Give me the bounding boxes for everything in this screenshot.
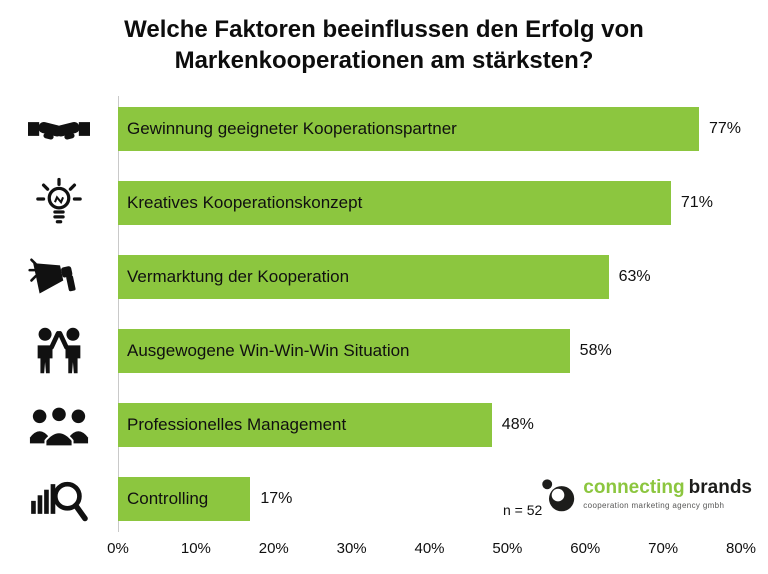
x-axis-tick-label: 50% <box>492 540 523 557</box>
x-axis-tick-label: 0% <box>107 540 129 557</box>
plot-area: Vermarktung der Kooperation 63% <box>118 240 741 314</box>
logo-mark-icon <box>540 478 576 514</box>
bar: Controlling <box>118 477 251 521</box>
x-axis-tick-label: 80% <box>725 540 757 557</box>
bar-label: Gewinnung geeigneter Kooperationspartner <box>127 119 457 138</box>
logo-brand-part1: connecting <box>583 477 685 498</box>
handshake-icon <box>28 103 90 155</box>
logo-brand-part2: brands <box>688 477 752 498</box>
megaphone-icon <box>28 251 90 303</box>
bar-value-label: 58% <box>579 342 612 359</box>
x-axis-tick-label: 40% <box>414 540 445 557</box>
chart-title: Welche Faktoren beeinflussen den Erfolg … <box>0 14 768 76</box>
chart-title-line1: Welche Faktoren beeinflussen den Erfolg … <box>124 16 644 43</box>
team-icon <box>28 399 90 451</box>
x-axis-tick-label: 30% <box>336 540 367 557</box>
bar-label: Ausgewogene Win-Win-Win Situation <box>127 341 410 360</box>
row-icon-cell <box>0 177 118 229</box>
plot-area: Professionelles Management 48% <box>118 388 741 462</box>
sample-size-note: n = 52 <box>503 502 543 518</box>
logo-subtitle: cooperation marketing agency gmbh <box>583 500 725 510</box>
plot-area: Ausgewogene Win-Win-Win Situation 58% <box>118 314 741 388</box>
chart-title-line2: Markenkooperationen am stärksten? <box>174 47 594 75</box>
logo-text: connecting brands cooperation marketing a… <box>583 478 752 510</box>
bar-label: Professionelles Management <box>127 415 347 434</box>
bar-label: Vermarktung der Kooperation <box>127 267 350 286</box>
chart-row: Professionelles Management 48% <box>0 388 741 462</box>
x-axis-tick-label: 70% <box>648 540 679 557</box>
x-axis-tick-label: 10% <box>180 540 211 557</box>
y-axis-line <box>118 96 119 532</box>
bar: Kreatives Kooperationskonzept <box>118 181 671 225</box>
x-axis-tick-label: 20% <box>258 540 289 557</box>
logo-brand-name: connecting brands <box>583 478 752 498</box>
bar-value-label: 77% <box>708 120 741 137</box>
chart-row: Vermarktung der Kooperation 63% <box>0 240 741 314</box>
row-icon-cell <box>0 473 118 525</box>
bar-label: Kreatives Kooperationskonzept <box>127 193 363 212</box>
bar-value-label: 48% <box>501 416 534 433</box>
bar: Gewinnung geeigneter Kooperationspartner <box>118 107 699 151</box>
bar-value-label: 17% <box>260 490 293 507</box>
row-icon-cell <box>0 251 118 303</box>
bar-value-label: 63% <box>618 268 651 285</box>
bar-value-label: 71% <box>680 194 713 211</box>
row-icon-cell <box>0 399 118 451</box>
bar-rows: Gewinnung geeigneter Kooperationspartner… <box>0 92 741 536</box>
highfive-icon <box>28 325 90 377</box>
chart-row: Controlling 17% <box>0 462 741 536</box>
bar-label: Controlling <box>127 489 209 508</box>
chart-row: Ausgewogene Win-Win-Win Situation 58% <box>0 314 741 388</box>
x-axis: 0% 10% 20% 30% 40% 50% 60% 70% 80% <box>107 540 756 560</box>
company-logo: connecting brands cooperation marketing a… <box>540 478 752 514</box>
chart-row: Kreatives Kooperationskonzept 71% <box>0 166 741 240</box>
lightbulb-icon <box>28 177 90 229</box>
plot-area: Kreatives Kooperationskonzept 71% <box>118 166 741 240</box>
row-icon-cell <box>0 103 118 155</box>
bar: Ausgewogene Win-Win-Win Situation <box>118 329 570 373</box>
controlling-magnifier-icon <box>28 473 90 525</box>
plot-area: Gewinnung geeigneter Kooperationspartner… <box>118 92 741 166</box>
chart-row: Gewinnung geeigneter Kooperationspartner… <box>0 92 741 166</box>
row-icon-cell <box>0 325 118 377</box>
bar: Vermarktung der Kooperation <box>118 255 609 299</box>
plot-area: Controlling 17% <box>118 462 741 536</box>
x-axis-tick-label: 60% <box>570 540 601 557</box>
bar: Professionelles Management <box>118 403 492 447</box>
